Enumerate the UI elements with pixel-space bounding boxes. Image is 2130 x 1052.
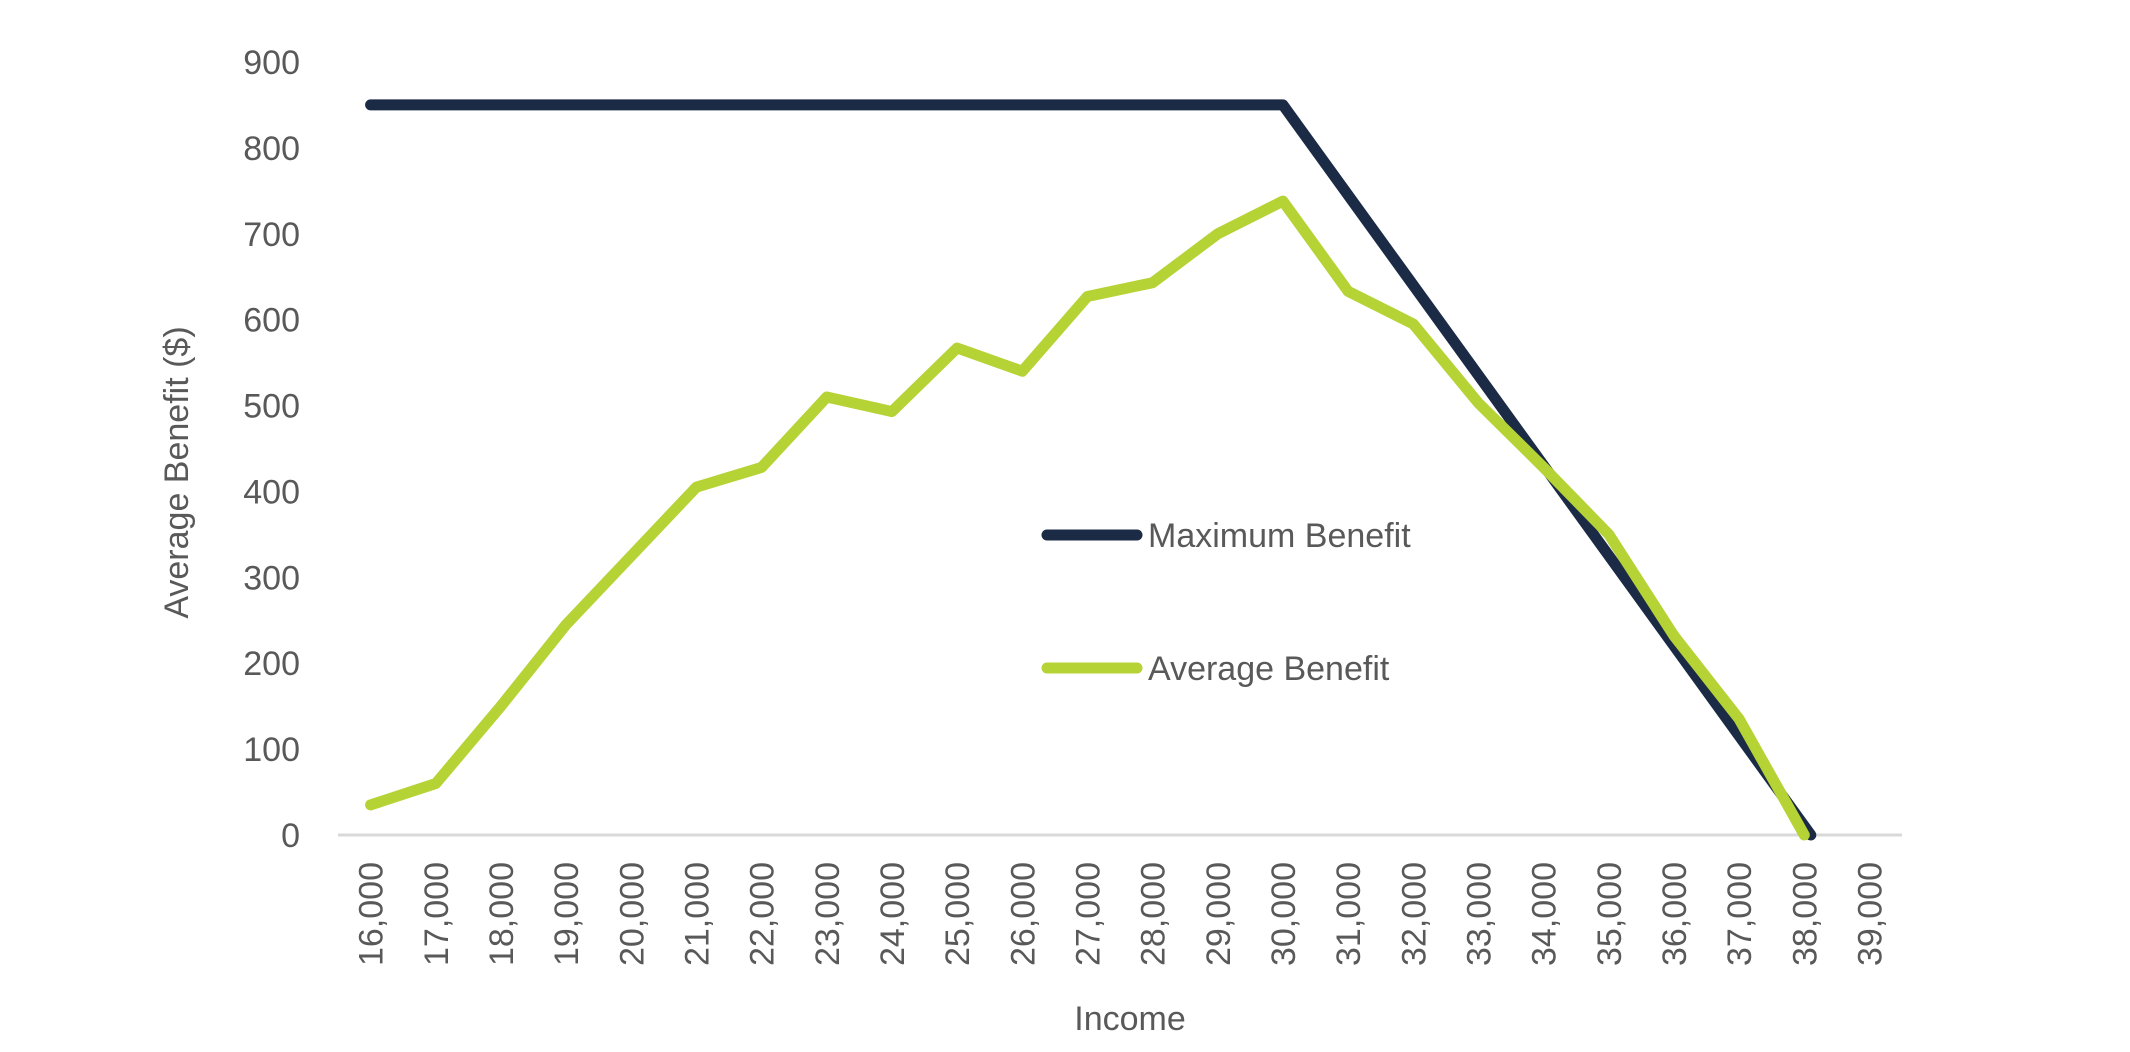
x-tick-label: 16,000 (353, 862, 391, 966)
legend-label: Maximum Benefit (1148, 517, 1411, 555)
x-tick-label: 23,000 (809, 862, 847, 966)
y-tick-label: 800 (243, 130, 300, 168)
y-tick-label: 900 (243, 44, 300, 82)
x-axis-tick-labels: 16,000 17,000 18,000 19,000 20,000 21,000 22,0… (353, 862, 1890, 966)
x-tick-label: 22,000 (744, 862, 782, 966)
x-tick-label: 17,000 (418, 862, 456, 966)
series-line-average-benefit (365, 195, 1810, 841)
x-tick-label: 35,000 (1591, 862, 1629, 966)
y-tick-label: 200 (243, 645, 300, 683)
y-tick-label: 700 (243, 216, 300, 254)
y-tick-label: 500 (243, 388, 300, 426)
x-tick-label: 21,000 (678, 862, 716, 966)
x-tick-label: 34,000 (1526, 862, 1564, 966)
x-tick-label: 20,000 (613, 862, 651, 966)
x-tick-label: 38,000 (1786, 862, 1824, 966)
x-tick-label: 33,000 (1460, 862, 1498, 966)
y-axis-title: Average Benefit ($) (158, 326, 196, 618)
legend: Maximum Benefit Average Benefit (1041, 517, 1411, 688)
x-axis-title: Income (1074, 1000, 1186, 1038)
x-tick-label: 18,000 (483, 862, 521, 966)
series-lines (365, 99, 1817, 841)
x-tick-label: 27,000 (1069, 862, 1107, 966)
x-tick-label: 36,000 (1656, 862, 1694, 966)
x-tick-label: 30,000 (1265, 862, 1303, 966)
x-tick-label: 25,000 (939, 862, 977, 966)
y-axis-tick-labels: 0 100 200 300 400 500 600 700 800 900 (243, 44, 300, 855)
x-tick-label: 24,000 (874, 862, 912, 966)
y-tick-label: 600 (243, 302, 300, 340)
y-tick-label: 100 (243, 731, 300, 769)
y-tick-label: 300 (243, 559, 300, 597)
x-tick-label: 37,000 (1721, 862, 1759, 966)
x-tick-label: 31,000 (1330, 862, 1368, 966)
series-line-maximum-benefit (365, 99, 1817, 841)
legend-label: Average Benefit (1148, 650, 1390, 688)
x-tick-label: 28,000 (1135, 862, 1173, 966)
x-tick-label: 19,000 (548, 862, 586, 966)
y-tick-label: 0 (281, 817, 300, 855)
x-tick-label: 29,000 (1200, 862, 1238, 966)
x-tick-label: 39,000 (1851, 862, 1889, 966)
y-tick-label: 400 (243, 473, 300, 511)
x-tick-label: 26,000 (1004, 862, 1042, 966)
x-tick-label: 32,000 (1395, 862, 1433, 966)
